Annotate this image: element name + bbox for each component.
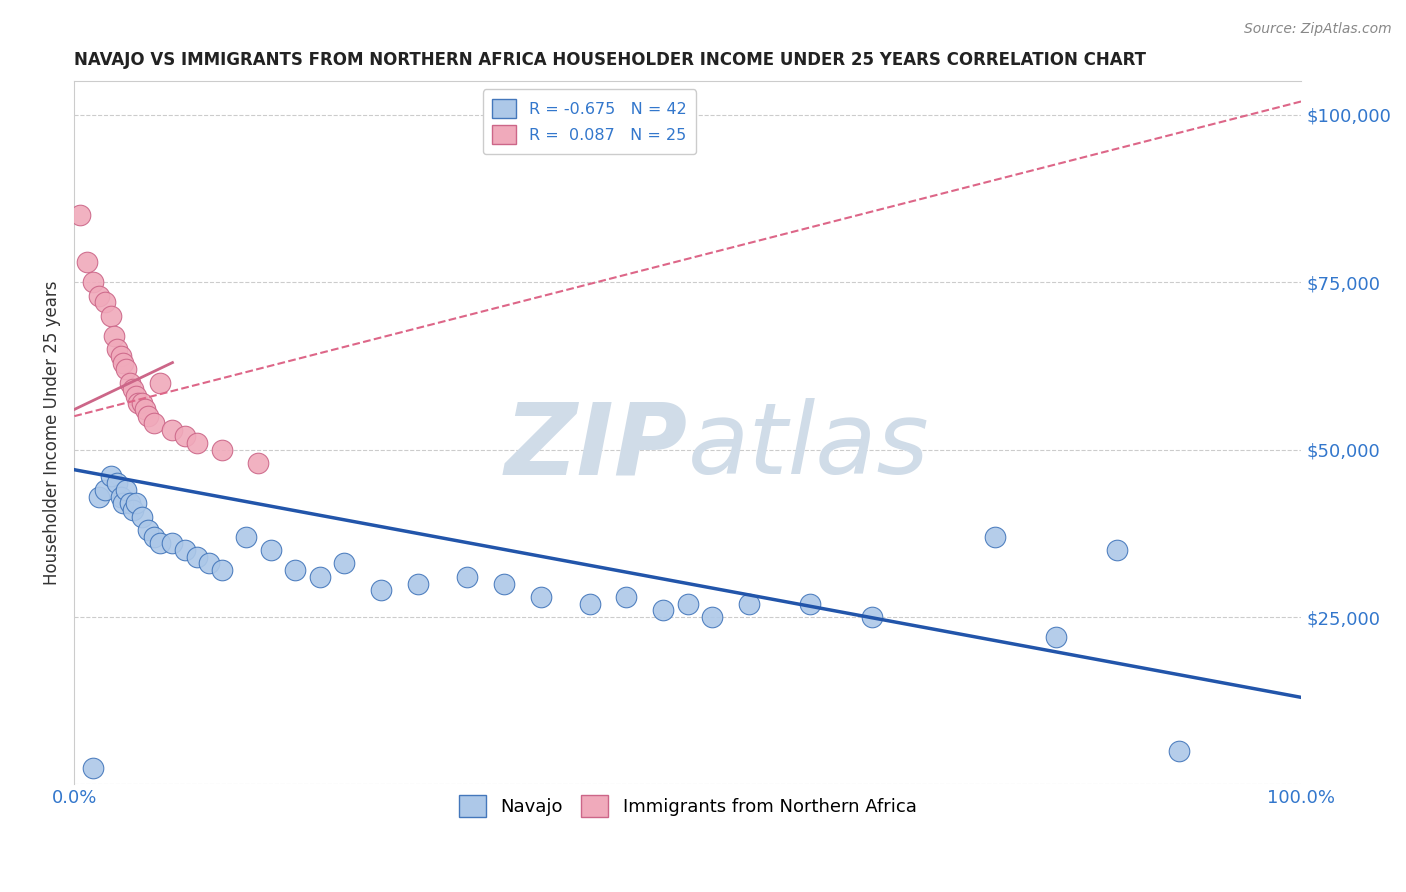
Text: ZIP: ZIP [505,399,688,495]
Point [247,456,270,470]
Point [652,603,675,617]
Point [578,597,600,611]
Point [529,590,551,604]
Y-axis label: Householder Income Under 25 years: Householder Income Under 25 years [44,281,60,585]
Point [110,349,132,363]
Point [149,536,172,550]
Point [456,570,478,584]
Point [149,376,172,390]
Point [333,557,356,571]
Point [702,610,724,624]
Point [284,563,307,577]
Point [127,396,149,410]
Point [198,557,221,571]
Point [308,570,330,584]
Point [112,496,135,510]
Point [118,376,141,390]
Text: atlas: atlas [688,399,929,495]
Point [738,597,761,611]
Point [105,476,128,491]
Text: NAVAJO VS IMMIGRANTS FROM NORTHERN AFRICA HOUSEHOLDER INCOME UNDER 25 YEARS CORR: NAVAJO VS IMMIGRANTS FROM NORTHERN AFRIC… [75,51,1146,69]
Point [136,523,159,537]
Point [1167,744,1189,758]
Point [103,328,125,343]
Point [82,761,104,775]
Point [134,402,156,417]
Point [87,288,110,302]
Point [115,483,138,497]
Point [105,342,128,356]
Point [87,490,110,504]
Point [118,496,141,510]
Legend: Navajo, Immigrants from Northern Africa: Navajo, Immigrants from Northern Africa [451,789,924,824]
Point [616,590,638,604]
Point [124,496,146,510]
Point [1107,543,1129,558]
Point [124,389,146,403]
Point [259,543,281,558]
Point [131,509,153,524]
Point [799,597,821,611]
Point [94,295,117,310]
Point [115,362,138,376]
Point [676,597,699,611]
Point [136,409,159,424]
Point [186,549,208,564]
Point [162,536,184,550]
Point [110,490,132,504]
Point [100,469,122,483]
Point [211,563,233,577]
Point [143,530,166,544]
Point [82,275,104,289]
Point [211,442,233,457]
Point [162,423,184,437]
Point [76,255,98,269]
Point [131,396,153,410]
Point [173,429,195,443]
Point [492,576,515,591]
Point [143,416,166,430]
Point [860,610,883,624]
Point [235,530,257,544]
Point [100,309,122,323]
Point [370,583,392,598]
Point [122,383,145,397]
Point [186,436,208,450]
Point [983,530,1005,544]
Point [1045,630,1067,644]
Point [122,503,145,517]
Text: Source: ZipAtlas.com: Source: ZipAtlas.com [1244,22,1392,37]
Point [94,483,117,497]
Point [173,543,195,558]
Point [406,576,429,591]
Point [69,208,91,222]
Point [112,355,135,369]
